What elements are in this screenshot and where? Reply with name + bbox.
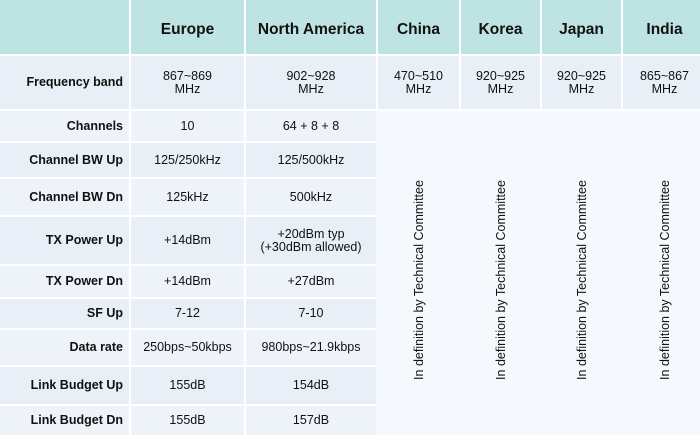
header-korea: Korea [461,0,540,54]
header-india: India [623,0,700,54]
cell-freq-china: 470~510 MHz [378,56,459,109]
corner-header [0,0,129,54]
cell-europe: +14dBm [131,217,244,264]
cell-europe: 125/250kHz [131,143,244,177]
cell-freq-india: 865~867 MHz [623,56,700,109]
cell-north-america: 7-10 [246,299,376,328]
cell-freq-japan: 920~925 MHz [542,56,621,109]
cell-north-america: 154dB [246,367,376,404]
row-label: Data rate [0,330,129,365]
row-label: Channels [0,111,129,141]
cell-north-america: +27dBm [246,266,376,297]
note-text: In definition by Technical Committee [411,180,426,380]
cell-europe: +14dBm [131,266,244,297]
note-japan: In definition by Technical Committee [542,111,621,435]
note-text: In definition by Technical Committee [657,180,672,380]
cell-north-america: +20dBm typ (+30dBm allowed) [246,217,376,264]
cell-north-america: 125/500kHz [246,143,376,177]
cell-north-america: 64 + 8 + 8 [246,111,376,141]
row-label: Frequency band [0,56,129,109]
header-north-america: North America [246,0,376,54]
header-japan: Japan [542,0,621,54]
cell-freq-north-america: 902~928 MHz [246,56,376,109]
note-china: In definition by Technical Committee [378,111,459,435]
pending-regions-panel: In definition by Technical Committee In … [376,111,700,435]
row-label: Link Budget Dn [0,406,129,435]
row-label: Channel BW Up [0,143,129,177]
note-india: In definition by Technical Committee [623,111,700,435]
cell-north-america: 157dB [246,406,376,435]
cell-europe: 155dB [131,406,244,435]
note-korea: In definition by Technical Committee [461,111,540,435]
row-label: Channel BW Dn [0,179,129,215]
row-label: SF Up [0,299,129,328]
cell-freq-europe: 867~869 MHz [131,56,244,109]
cell-europe: 250bps~50kbps [131,330,244,365]
cell-europe: 10 [131,111,244,141]
note-text: In definition by Technical Committee [574,180,589,380]
row-label: TX Power Dn [0,266,129,297]
row-label: Link Budget Up [0,367,129,404]
cell-north-america: 980bps~21.9kbps [246,330,376,365]
note-text: In definition by Technical Committee [493,180,508,380]
header-china: China [378,0,459,54]
cell-europe: 7-12 [131,299,244,328]
header-europe: Europe [131,0,244,54]
row-label: TX Power Up [0,217,129,264]
cell-europe: 125kHz [131,179,244,215]
cell-europe: 155dB [131,367,244,404]
cell-north-america: 500kHz [246,179,376,215]
cell-freq-korea: 920~925 MHz [461,56,540,109]
